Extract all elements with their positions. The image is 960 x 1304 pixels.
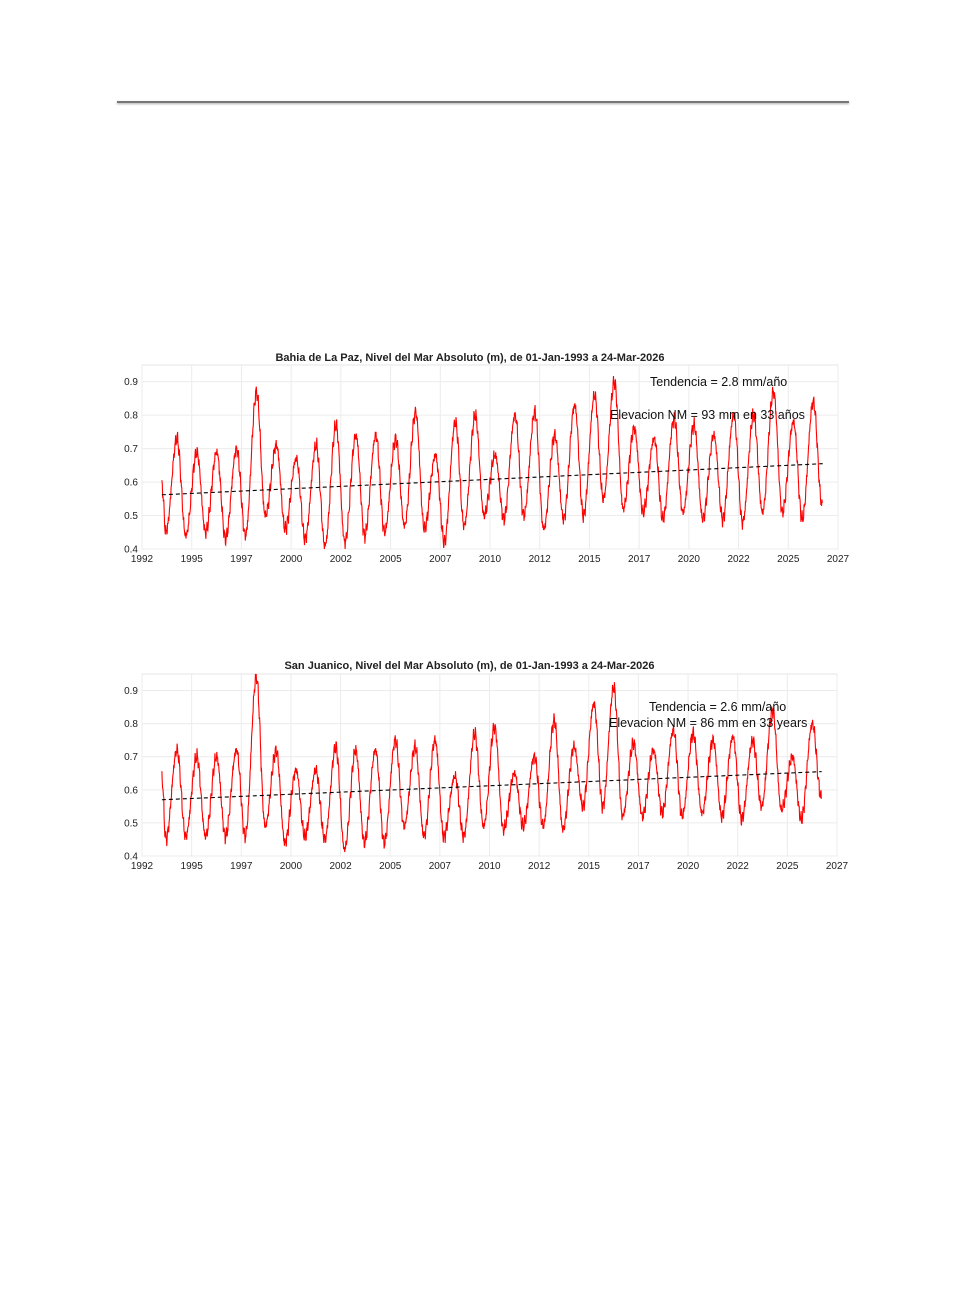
x-tick-label: 2000 [280, 861, 303, 872]
sea-level-line [161, 375, 823, 550]
x-tick-label: 2012 [529, 554, 552, 565]
x-tick-label: 1995 [181, 554, 204, 565]
header-rule [117, 101, 849, 103]
x-tick-label: 2010 [479, 554, 502, 565]
y-tick-label: 0.8 [124, 411, 138, 422]
x-tick-label: 2002 [329, 861, 352, 872]
chart-2: 1992 1995 1997 2000 2002 2005 2007 2010 2012 2015… [124, 660, 848, 872]
x-tick-label: 2007 [429, 554, 452, 565]
x-tick-label: 2012 [528, 861, 551, 872]
x-tick-label: 1997 [230, 554, 253, 565]
x-tick-label: 1995 [181, 861, 204, 872]
x-tick-label: 2027 [827, 554, 850, 565]
x-tick-label: 2010 [478, 861, 501, 872]
y-tick-label: 0.8 [124, 719, 138, 730]
y-tick-label: 0.7 [124, 752, 138, 763]
x-tick-label: 1992 [131, 554, 154, 565]
x-tick-label: 2017 [627, 861, 650, 872]
x-tick-label: 2005 [379, 554, 402, 565]
chart-title: Bahia de La Paz, Nivel del Mar Absoluto … [275, 352, 664, 364]
y-tick-label: 0.7 [124, 444, 138, 455]
x-tick-label: 2000 [280, 554, 303, 565]
x-tick-label: 2015 [578, 554, 601, 565]
x-tick-label: 1997 [230, 861, 253, 872]
x-tick-label: 2017 [628, 554, 651, 565]
y-tick-label: 0.4 [124, 545, 138, 556]
x-tick-label: 2027 [826, 861, 849, 872]
trend-annotation: Tendencia = 2.8 mm/año [650, 375, 787, 389]
x-tick-label: 2022 [727, 554, 750, 565]
x-tick-label: 2007 [429, 861, 452, 872]
trend-line [161, 463, 823, 496]
x-tick-label: 2025 [777, 554, 800, 565]
y-tick-label: 0.5 [124, 511, 138, 522]
y-tick-label: 0.9 [124, 686, 138, 697]
chart-1: 1992 1995 1997 2000 2002 2005 2007 2010 2012 2015… [124, 352, 849, 565]
y-tick-label: 0.9 [124, 377, 138, 388]
chart-title: San Juanico, Nivel del Mar Absoluto (m),… [284, 660, 654, 672]
x-tick-label: 2005 [379, 861, 402, 872]
elevation-annotation: Elevacion NM = 86 mm en 33 years [609, 716, 807, 730]
sea-level-line [161, 673, 822, 853]
x-tick-label: 2020 [678, 554, 701, 565]
x-tick-label: 2022 [727, 861, 750, 872]
x-tick-label: 2020 [677, 861, 700, 872]
x-tick-label: 2015 [578, 861, 601, 872]
x-tick-label: 2002 [330, 554, 353, 565]
y-tick-label: 0.4 [124, 852, 138, 863]
elevation-annotation: Elevacion NM = 93 mm en 33 años [610, 408, 805, 422]
y-tick-label: 0.5 [124, 818, 138, 829]
trend-annotation: Tendencia = 2.6 mm/año [649, 700, 786, 714]
y-tick-label: 0.6 [124, 478, 138, 489]
trend-line [161, 771, 822, 801]
x-tick-label: 1992 [131, 861, 154, 872]
y-tick-label: 0.6 [124, 785, 138, 796]
x-tick-label: 2025 [776, 861, 799, 872]
